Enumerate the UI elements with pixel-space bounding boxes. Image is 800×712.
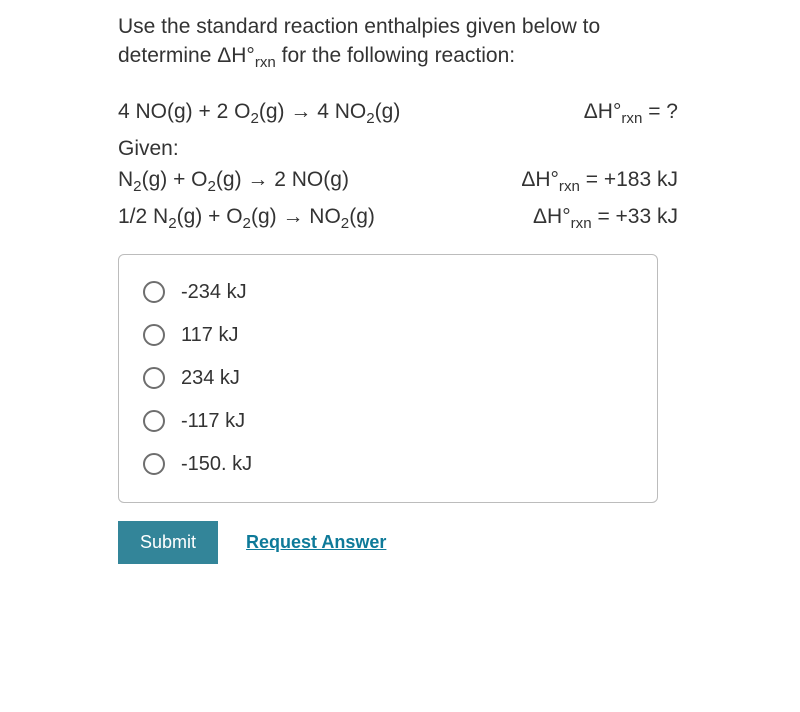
given1-row: N2(g) + O2(g) → 2 NO(g) ΔH°rxn = +183 kJ — [118, 164, 678, 199]
option-1-label: -234 kJ — [181, 281, 247, 304]
option-3-label: 234 kJ — [181, 367, 240, 390]
t-rhs-sub: rxn — [621, 110, 642, 127]
given1-rhs: ΔH°rxn = +183 kJ — [521, 164, 678, 199]
prompt-line2-sub: rxn — [255, 55, 276, 72]
option-1[interactable]: -234 kJ — [143, 281, 633, 304]
g2rx: = +33 kJ — [592, 205, 678, 228]
g1rs: rxn — [559, 178, 580, 195]
radio-icon — [143, 453, 165, 475]
option-3[interactable]: 234 kJ — [143, 367, 633, 390]
g1rx: = +183 kJ — [580, 168, 678, 191]
prompt-line2-suffix: for the following reaction: — [276, 44, 515, 67]
g2rp: ΔH° — [533, 205, 571, 228]
given2-rhs: ΔH°rxn = +33 kJ — [533, 201, 678, 236]
equations-block: 4 NO(g) + 2 O2(g) → 4 NO2(g) ΔH°rxn = ? … — [118, 96, 800, 236]
prompt-line1: Use the standard reaction enthalpies giv… — [118, 15, 600, 38]
option-4[interactable]: -117 kJ — [143, 410, 633, 433]
t-mid: (g) → 4 NO — [259, 100, 366, 123]
prompt-line2-prefix: determine ΔH° — [118, 44, 255, 67]
submit-button[interactable]: Submit — [118, 521, 218, 564]
request-answer-link[interactable]: Request Answer — [246, 532, 386, 553]
given2-row: 1/2 N2(g) + O2(g) → NO2(g) ΔH°rxn = +33 … — [118, 201, 678, 236]
given-label: Given: — [118, 133, 800, 165]
g2rs: rxn — [571, 215, 592, 232]
t-end: (g) — [375, 100, 401, 123]
given1-lhs: N2(g) + O2(g) → 2 NO(g) — [118, 164, 349, 199]
given2-lhs: 1/2 N2(g) + O2(g) → NO2(g) — [118, 201, 375, 236]
t-sub1: 2 — [250, 110, 258, 127]
answer-options-box: -234 kJ 117 kJ 234 kJ -117 kJ -150. kJ — [118, 254, 658, 503]
target-lhs: 4 NO(g) + 2 O2(g) → 4 NO2(g) — [118, 96, 400, 131]
g1s2: 2 — [208, 178, 216, 195]
target-rhs: ΔH°rxn = ? — [584, 96, 678, 131]
question-prompt: Use the standard reaction enthalpies giv… — [118, 12, 678, 74]
g2c: (g) → NO — [251, 205, 341, 228]
g2b: (g) + O — [177, 205, 243, 228]
g2s2: 2 — [243, 215, 251, 232]
t-lhs-a: 4 NO(g) + 2 O — [118, 100, 250, 123]
option-4-label: -117 kJ — [181, 410, 245, 433]
g2s1: 2 — [168, 215, 176, 232]
radio-icon — [143, 324, 165, 346]
target-reaction-row: 4 NO(g) + 2 O2(g) → 4 NO2(g) ΔH°rxn = ? — [118, 96, 678, 131]
option-5[interactable]: -150. kJ — [143, 453, 633, 476]
t-rhs-p: ΔH° — [584, 100, 622, 123]
g2s3: 2 — [341, 215, 349, 232]
g1rp: ΔH° — [521, 168, 559, 191]
g1c: (g) → 2 NO(g) — [216, 168, 349, 191]
g1b: (g) + O — [142, 168, 208, 191]
t-rhs-s: = ? — [642, 100, 678, 123]
actions-row: Submit Request Answer — [118, 521, 800, 564]
radio-icon — [143, 410, 165, 432]
g1s1: 2 — [133, 178, 141, 195]
g2a: 1/2 N — [118, 205, 168, 228]
option-2[interactable]: 117 kJ — [143, 324, 633, 347]
option-2-label: 117 kJ — [181, 324, 238, 347]
radio-icon — [143, 281, 165, 303]
radio-icon — [143, 367, 165, 389]
g1a: N — [118, 168, 133, 191]
g2d: (g) — [349, 205, 375, 228]
option-5-label: -150. kJ — [181, 453, 252, 476]
t-sub2: 2 — [366, 110, 374, 127]
